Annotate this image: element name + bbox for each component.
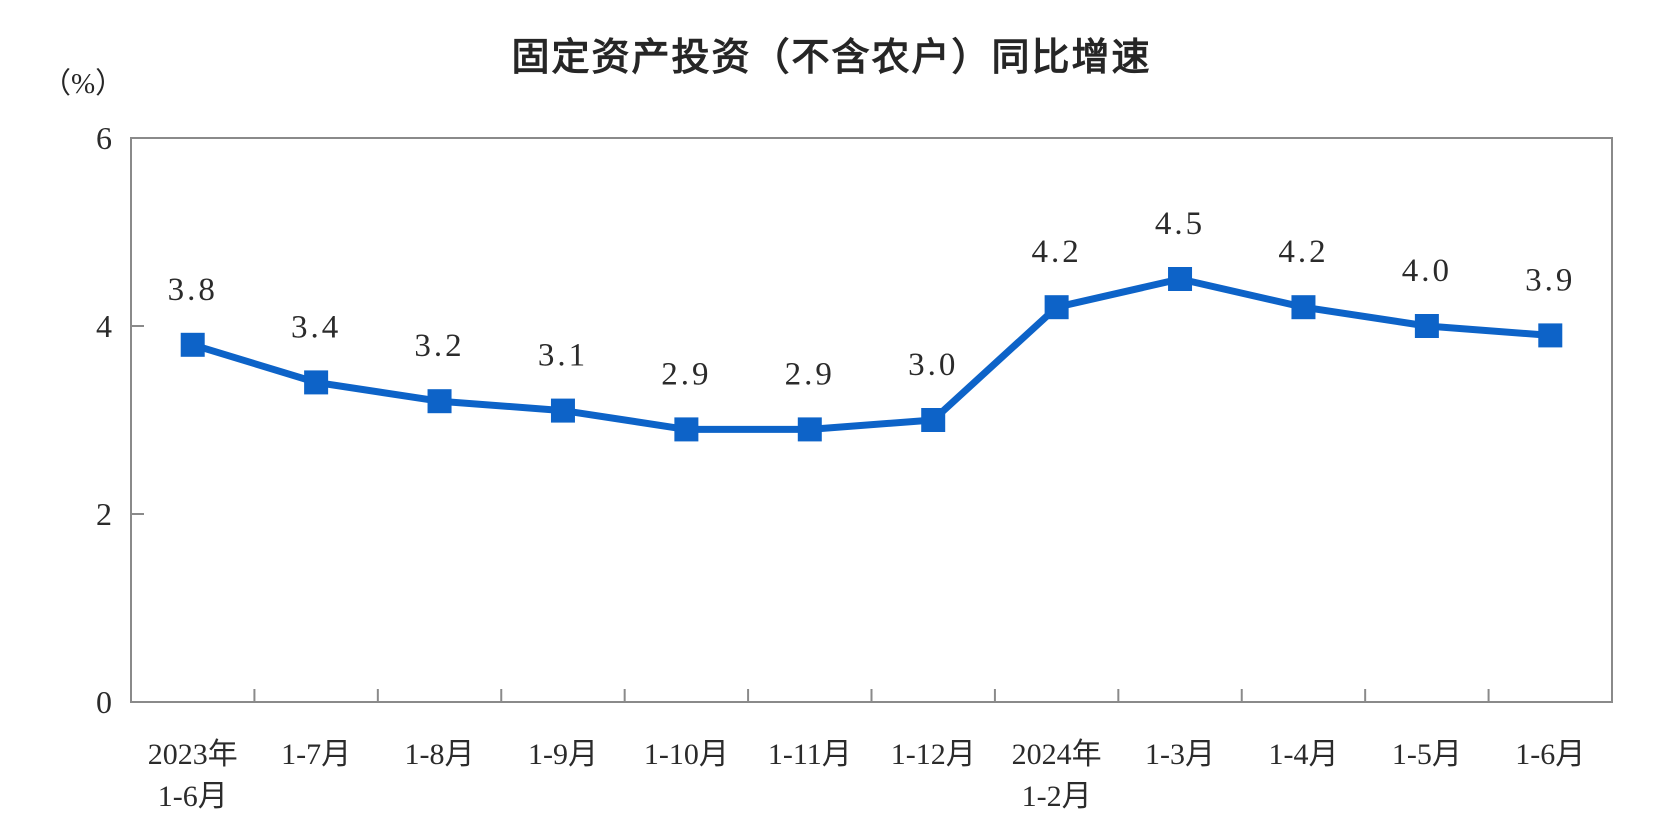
- data-point-label: 3.2: [414, 328, 464, 364]
- y-axis-tick-label: 4: [96, 308, 112, 344]
- x-axis-category-label: 1-11月: [768, 738, 852, 771]
- data-point-marker: [1044, 295, 1069, 320]
- x-axis-category-label: 1-4月: [1268, 738, 1338, 771]
- data-point-label: 4.0: [1402, 253, 1452, 289]
- x-axis-category-label: 1-6月: [1515, 738, 1585, 771]
- x-axis-category-label: 2024年: [1012, 738, 1102, 771]
- data-point-marker: [1538, 323, 1563, 348]
- y-axis-tick-label: 6: [96, 120, 112, 156]
- data-point-marker: [550, 398, 575, 423]
- data-point-label: 3.1: [538, 338, 588, 374]
- x-axis-category-label: 1-12月: [891, 738, 976, 771]
- data-point-label: 2.9: [785, 356, 835, 392]
- x-axis-category-label: 1-10月: [644, 738, 729, 771]
- data-point-marker: [921, 408, 946, 432]
- data-point-marker: [797, 417, 822, 442]
- data-point-label: 4.5: [1155, 206, 1205, 242]
- data-point-marker: [427, 389, 452, 414]
- data-point-marker: [304, 370, 329, 395]
- chart-title: 固定资产投资（不含农户）同比增速: [511, 37, 1152, 79]
- data-point-marker: [674, 417, 699, 442]
- x-axis-category-label: 1-2月: [1022, 780, 1092, 813]
- x-axis-category-label: 1-7月: [281, 738, 351, 771]
- x-axis-category-label: 1-3月: [1145, 738, 1215, 771]
- data-point-label: 2.9: [661, 356, 711, 392]
- x-axis-category-label: 1-6月: [158, 780, 228, 813]
- data-point-label: 4.2: [1032, 234, 1082, 270]
- x-axis-category-label: 1-8月: [405, 738, 475, 771]
- y-axis-tick-label: 0: [96, 684, 112, 720]
- y-axis-unit-label: （%）: [42, 68, 125, 100]
- data-point-label: 3.4: [291, 309, 341, 345]
- x-axis-category-label: 1-9月: [528, 738, 598, 771]
- x-axis-category-label: 2023年: [148, 738, 238, 771]
- data-point-label: 3.8: [168, 272, 218, 308]
- data-point-marker: [1168, 267, 1193, 291]
- data-point-marker: [180, 332, 205, 357]
- data-point-label: 3.0: [908, 347, 958, 383]
- plot-border: [130, 137, 1613, 703]
- data-point-marker: [1291, 295, 1316, 320]
- series-line: [189, 275, 1554, 433]
- data-point-label: 4.2: [1278, 234, 1328, 270]
- data-point-marker: [1414, 314, 1439, 338]
- x-axis-category-label: 1-5月: [1392, 738, 1462, 771]
- data-point-label: 3.9: [1525, 262, 1575, 298]
- y-axis-tick-label: 2: [96, 496, 112, 532]
